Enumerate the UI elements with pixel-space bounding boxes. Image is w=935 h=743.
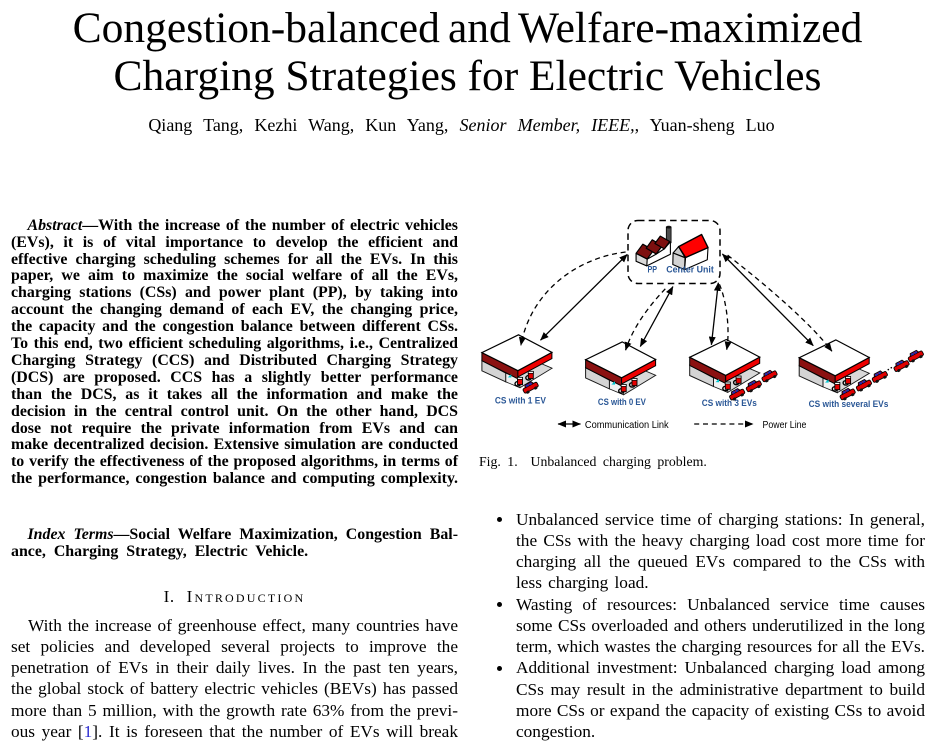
svg-text:PP: PP <box>648 265 658 275</box>
svg-text:Center Unit: Center Unit <box>666 265 714 275</box>
svg-text:CS with 3 EVs: CS with 3 EVs <box>702 398 757 408</box>
svg-text:Communication Link: Communication Link <box>585 419 669 431</box>
svg-text:CS with 1 EV: CS with 1 EV <box>495 396 547 406</box>
svg-text:Power Line: Power Line <box>763 419 807 431</box>
svg-text:CS with several EVs: CS with several EVs <box>809 399 889 409</box>
svg-text:CS with 0 EV: CS with 0 EV <box>598 397 647 407</box>
